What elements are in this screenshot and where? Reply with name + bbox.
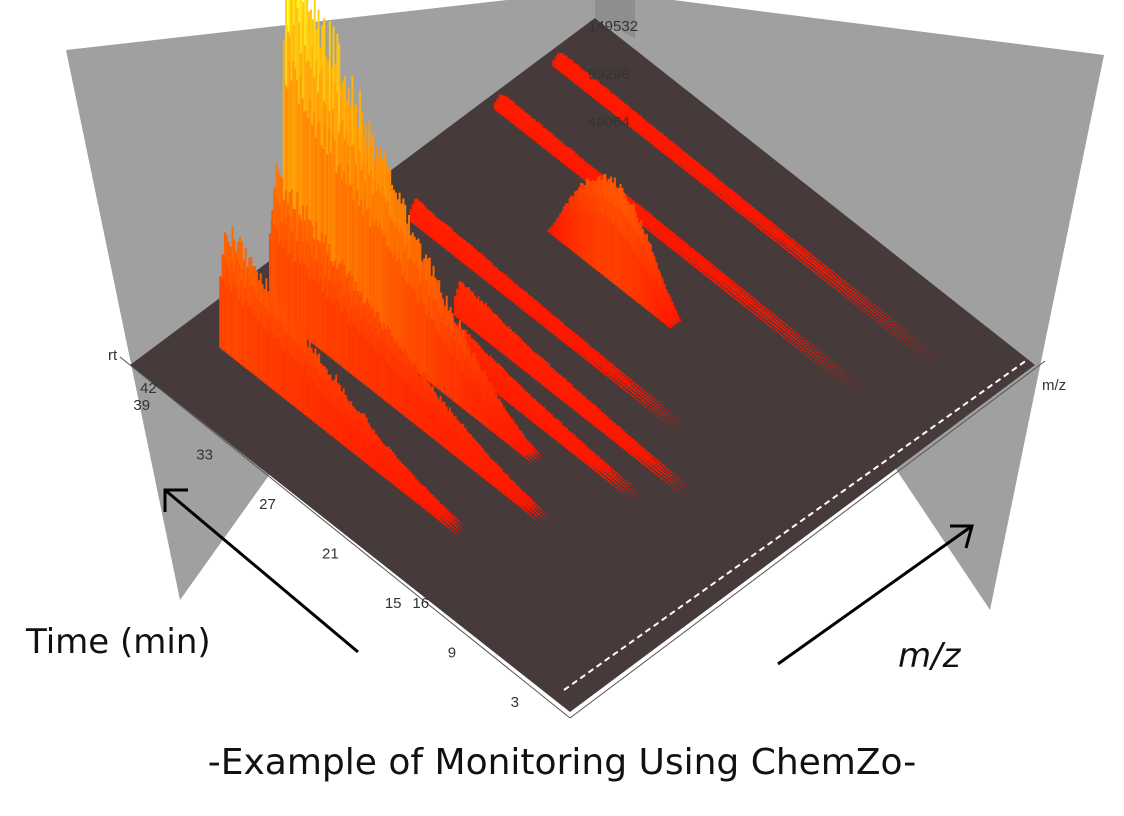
3d-plot: rtm/z39152127333916426894120146172198224… — [0, 0, 1124, 816]
chart-figure: rtm/z39152127333916426894120146172198224… — [0, 0, 1124, 816]
